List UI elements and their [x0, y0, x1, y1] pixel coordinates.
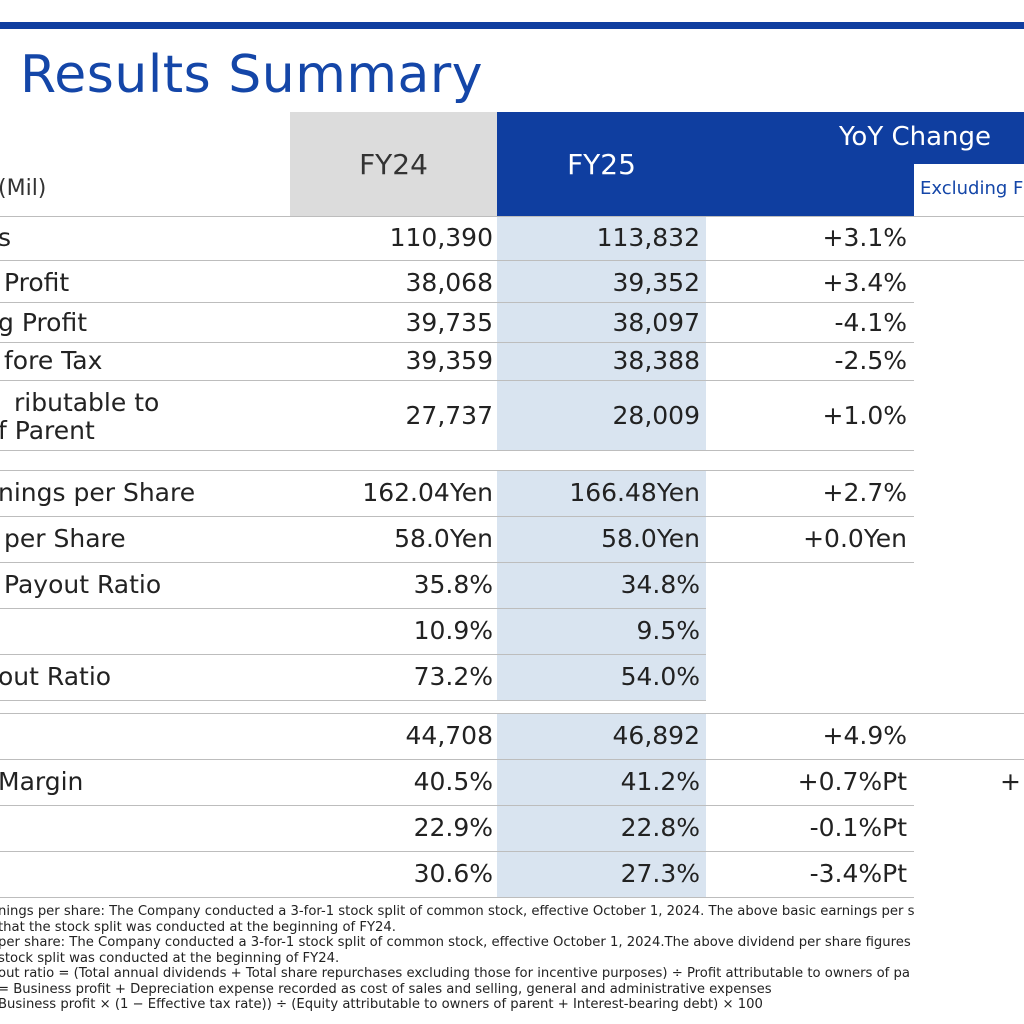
row-divider	[0, 562, 914, 563]
fy24-value: 30.6%	[413, 859, 493, 888]
footnotes: nings per share: The Company conducted a…	[0, 904, 914, 1013]
fy25-value: 58.0Yen	[601, 524, 700, 553]
footnote-line: per share: The Company conducted a 3-for…	[0, 935, 911, 950]
row-divider	[0, 342, 914, 343]
fy24-value: 22.9%	[413, 813, 493, 842]
row-label: ributable to	[14, 388, 160, 417]
excluding-value: +	[1000, 767, 1021, 796]
row-label: Margin	[0, 767, 84, 796]
fy25-value: 54.0%	[620, 662, 700, 691]
top-accent-bar	[0, 22, 1024, 29]
row-divider	[0, 380, 914, 381]
row-divider	[0, 302, 914, 303]
yoy-value: +4.9%	[822, 721, 907, 750]
fy24-value: 162.04Yen	[362, 478, 493, 507]
row-divider	[0, 608, 706, 609]
fy25-column-bg-1	[497, 216, 706, 450]
yoy-value: +0.7%Pt	[797, 767, 907, 796]
fy24-value: 73.2%	[413, 662, 493, 691]
row-divider	[0, 450, 914, 451]
unit-label: (Mil)	[0, 176, 47, 201]
yoy-value: -4.1%	[834, 308, 907, 337]
row-divider	[0, 851, 914, 852]
fy25-value: 41.2%	[620, 767, 700, 796]
footnote-line: nings per share: The Company conducted a…	[0, 904, 915, 919]
fy25-value: 166.48Yen	[569, 478, 700, 507]
fy24-value: 58.0Yen	[394, 524, 493, 553]
row-label: s	[0, 223, 12, 252]
fy24-value: 40.5%	[413, 767, 493, 796]
row-divider	[0, 260, 1024, 261]
yoy-value: -2.5%	[834, 346, 907, 375]
fy25-value: 38,097	[612, 308, 700, 337]
row-divider	[0, 216, 1024, 217]
row-divider	[0, 897, 914, 898]
footnote-line: stock split was conducted at the beginni…	[0, 950, 340, 966]
yoy-value: -3.4%Pt	[809, 859, 907, 888]
row-divider	[0, 713, 1024, 714]
row-divider	[0, 654, 706, 655]
fy24-value: 39,735	[405, 308, 493, 337]
fy24-value: 27,737	[405, 401, 493, 430]
fy24-value: 35.8%	[413, 570, 493, 599]
fy25-value: 34.8%	[620, 570, 700, 599]
fy25-value: 22.8%	[620, 813, 700, 842]
row-label: out Ratio	[0, 662, 112, 691]
column-header-yoy: YoY Change Excluding F	[706, 112, 1024, 216]
footnote-line: that the stock split was conducted at th…	[0, 919, 396, 935]
row-divider	[0, 759, 1024, 760]
yoy-change-label: YoY Change	[838, 122, 992, 152]
column-header-fy24: FY24	[290, 112, 497, 216]
fy25-value: 38,388	[612, 346, 700, 375]
fy25-column-bg-2	[497, 470, 706, 700]
column-header-fy25: FY25	[497, 112, 706, 216]
fy25-value: 46,892	[612, 721, 700, 750]
yoy-value: +3.4%	[822, 268, 907, 297]
yoy-value: +2.7%	[822, 478, 907, 507]
row-label: fore Tax	[4, 346, 103, 375]
fy25-value: 27.3%	[620, 859, 700, 888]
fy25-value: 9.5%	[636, 616, 700, 645]
footnote-line: Business profit × (1 − Effective tax rat…	[0, 997, 763, 1012]
row-label: Profit	[4, 268, 70, 297]
page-title: l Results Summary	[0, 45, 484, 105]
fy25-value: 113,832	[596, 223, 700, 252]
yoy-value: +1.0%	[822, 401, 907, 430]
row-label: per Share	[4, 524, 126, 553]
fy25-value: 28,009	[612, 401, 700, 430]
fy24-value: 10.9%	[413, 616, 493, 645]
row-divider	[0, 470, 914, 471]
fy24-value: 44,708	[405, 721, 493, 750]
row-label: g Profit	[0, 308, 88, 337]
footnote-line: out ratio = (Total annual dividends + To…	[0, 966, 910, 981]
row-divider	[0, 700, 706, 701]
footnote-line: = Business profit + Depreciation expense…	[0, 981, 772, 997]
fy24-value: 110,390	[389, 223, 493, 252]
row-divider	[0, 516, 914, 517]
row-label: nings per Share	[0, 478, 196, 507]
yoy-value: +3.1%	[822, 223, 907, 252]
fy24-value: 39,359	[405, 346, 493, 375]
row-divider	[0, 805, 914, 806]
excluding-subheader: Excluding F	[914, 164, 1024, 216]
row-label: Payout Ratio	[4, 570, 162, 599]
yoy-value: -0.1%Pt	[809, 813, 907, 842]
yoy-value: +0.0Yen	[803, 524, 907, 553]
fy24-value: 38,068	[405, 268, 493, 297]
fy25-value: 39,352	[612, 268, 700, 297]
row-label-line2: f Parent	[0, 416, 95, 445]
